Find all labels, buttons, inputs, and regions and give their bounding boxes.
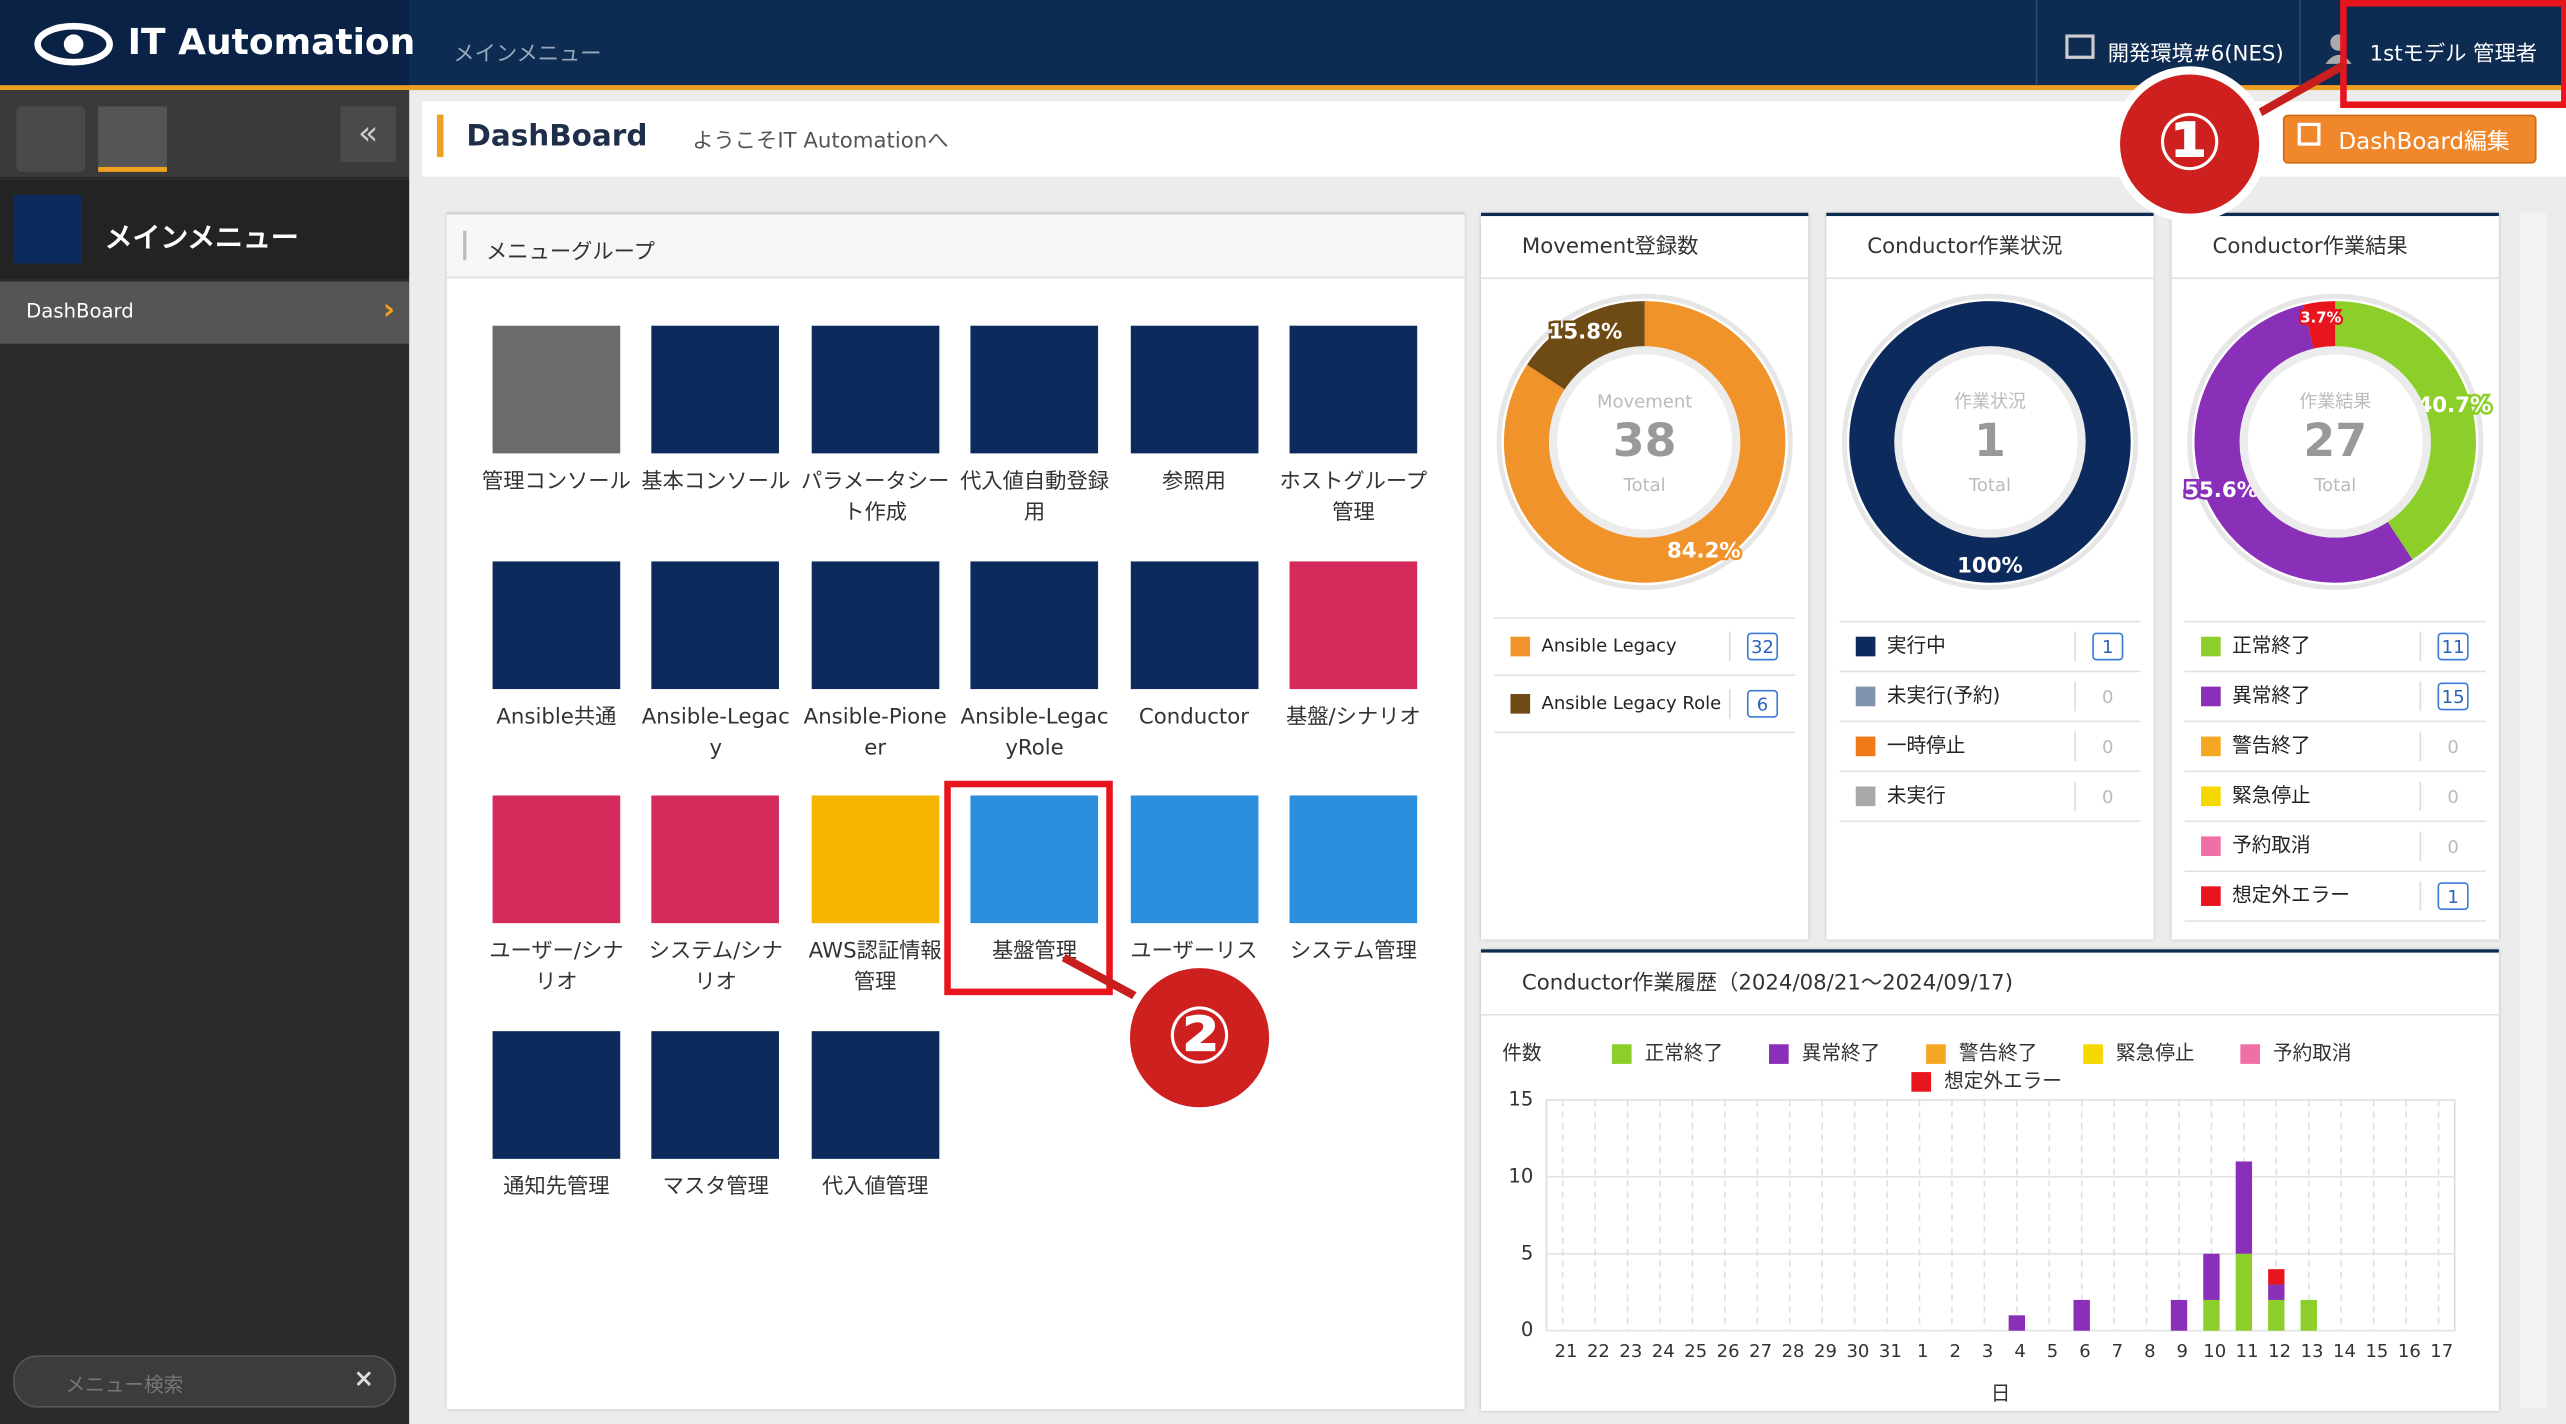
header: IT Automation メインメニュー 開発環境#6(NES) 1stモデル… — [0, 0, 2566, 91]
panel-title: メニューグループ — [486, 240, 655, 266]
menu-tile[interactable] — [1130, 795, 1258, 924]
tile-label[interactable]: マスタ管理 — [662, 1174, 769, 1199]
collapse-button[interactable]: « — [340, 106, 397, 163]
tile-label[interactable]: システム/シナリオ — [648, 939, 783, 996]
list-tab[interactable] — [98, 106, 167, 172]
env-icon — [2065, 34, 2095, 59]
menu-tile[interactable] — [492, 560, 621, 689]
menu-tile[interactable] — [970, 795, 1099, 924]
menu-title: メインメニュー — [104, 222, 299, 256]
tile-label[interactable]: 通知先管理 — [503, 1174, 610, 1199]
search-placeholder: メニュー検索 — [65, 1373, 184, 1397]
menu-tile[interactable] — [1130, 325, 1258, 454]
logo-area[interactable]: IT Automation — [0, 0, 415, 86]
tile-label[interactable]: 管理コンソール — [481, 469, 631, 495]
tile-label[interactable]: Ansible-Legacy — [641, 704, 790, 761]
menu-tile[interactable] — [492, 325, 621, 454]
menu-tile[interactable] — [1289, 325, 1418, 454]
logo-icon — [34, 22, 113, 66]
tile-label[interactable]: ユーザー/シナリオ — [489, 939, 624, 996]
chevron: › — [382, 292, 396, 328]
annotation-badge — [1121, 959, 1278, 1116]
page-title: DashBoard — [466, 119, 648, 154]
menu-tile[interactable] — [811, 1030, 940, 1159]
tile-label[interactable]: Ansible-Pioneer — [803, 704, 947, 761]
tile-label[interactable]: システム管理 — [1289, 939, 1417, 965]
edit-icon — [2297, 122, 2321, 146]
edit-button-label[interactable]: DashBoard編集 — [2338, 129, 2510, 156]
menu-item-label[interactable]: DashBoard — [26, 299, 134, 323]
menu-tile[interactable] — [651, 560, 780, 689]
breadcrumb: メインメニュー — [453, 42, 602, 68]
menu-tile[interactable] — [970, 560, 1099, 689]
environment[interactable]: 開発環境#6(NES) — [2107, 42, 2284, 68]
menu-tile[interactable] — [492, 795, 621, 924]
tile-label[interactable]: 参照用 — [1162, 469, 1226, 495]
divider — [2035, 0, 2038, 86]
highlight-box — [944, 780, 1113, 996]
panel-accent — [463, 230, 467, 261]
menu-tile[interactable] — [970, 325, 1099, 454]
tile-label[interactable]: ホストグループ管理 — [1279, 469, 1428, 526]
annotation-badge — [2111, 66, 2268, 222]
grid-tab[interactable] — [16, 106, 86, 172]
annotation-label: ② — [1166, 989, 1233, 1081]
logo-text: IT Automation — [127, 22, 416, 64]
menu-tile[interactable] — [811, 560, 940, 689]
title-accent — [436, 114, 444, 158]
tile-label[interactable]: 代入値自動登録用 — [960, 469, 1110, 526]
menu-tile[interactable] — [651, 1030, 780, 1159]
edit-button[interactable] — [2282, 114, 2537, 164]
menu-tile[interactable] — [651, 325, 780, 454]
tile-label[interactable]: Conductor — [1138, 704, 1250, 730]
menu-icon — [13, 194, 82, 264]
tile-label[interactable]: AWS認証情報管理 — [808, 939, 942, 996]
panel-header — [446, 214, 1465, 279]
tile-label[interactable]: ユーザーリス — [1130, 939, 1258, 965]
menu-tile[interactable] — [811, 325, 940, 454]
menu-tile[interactable] — [651, 795, 780, 924]
menu-tile[interactable] — [811, 795, 940, 924]
divider — [2299, 0, 2301, 86]
scrollbar[interactable] — [2520, 212, 2547, 1408]
menu-tile[interactable] — [1289, 560, 1418, 689]
tile-label[interactable]: Ansible共通 — [496, 704, 617, 730]
annotation-pointer — [1061, 953, 1148, 1006]
tile-label[interactable]: 基盤/シナリオ — [1285, 704, 1421, 730]
highlight-box — [2340, 0, 2566, 109]
menu-tile[interactable] — [1289, 795, 1418, 924]
tile-label[interactable]: 基本コンソール — [641, 469, 791, 495]
sidebar: « メインメニュー DashBoard › メニュー検索 × — [0, 90, 410, 1424]
tile-label[interactable]: パラメータシート作成 — [801, 469, 950, 526]
search-box[interactable] — [13, 1355, 397, 1408]
clear-button[interactable]: × — [353, 1363, 375, 1393]
menu-tile[interactable] — [492, 1030, 621, 1159]
user-name[interactable]: 1stモデル 管理者 — [2369, 42, 2538, 68]
menu-tile[interactable] — [1130, 560, 1258, 689]
tile-label[interactable]: Ansible-LegacyRole — [960, 704, 1109, 761]
tile-label[interactable]: 代入値管理 — [821, 1174, 929, 1199]
annotation-label: ① — [2156, 96, 2223, 188]
menu-item[interactable] — [0, 281, 410, 344]
welcome: ようこそIT Automationへ — [692, 129, 949, 154]
